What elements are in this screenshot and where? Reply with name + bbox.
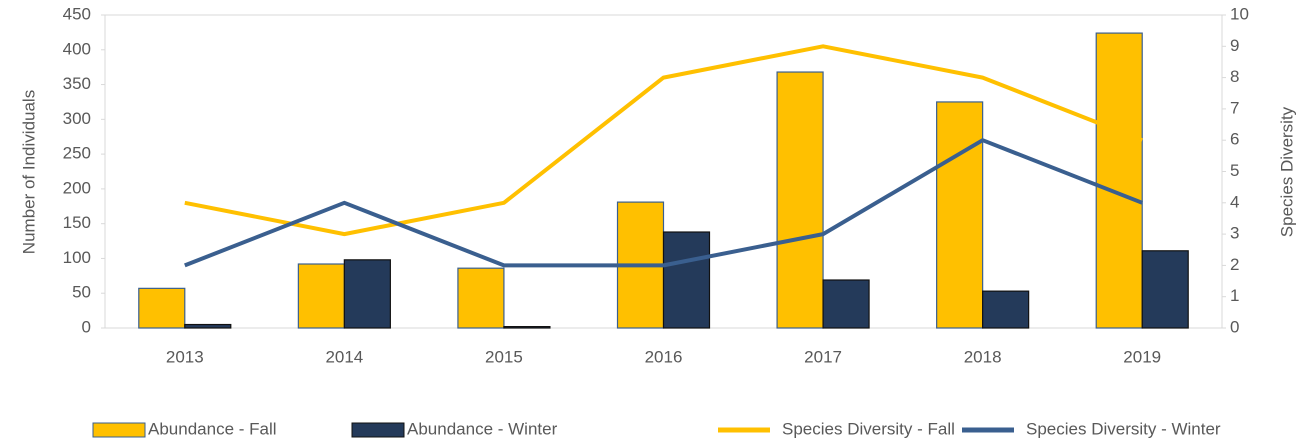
y-tick-label: 300 bbox=[63, 109, 91, 128]
line bbox=[184, 138, 1143, 268]
bar bbox=[1141, 250, 1189, 329]
bar bbox=[138, 287, 186, 329]
y2-tick-label: 3 bbox=[1230, 224, 1239, 243]
x-tick-label: 2014 bbox=[325, 347, 363, 366]
legend-label: Abundance - Winter bbox=[407, 419, 558, 438]
y2-tick-label: 9 bbox=[1230, 36, 1239, 55]
y-tick-label: 400 bbox=[63, 39, 91, 58]
x-tick-label: 2019 bbox=[1123, 347, 1161, 366]
legend-label: Species Diversity - Winter bbox=[1026, 419, 1221, 438]
bar bbox=[776, 71, 824, 329]
y-tick-label: 350 bbox=[63, 74, 91, 93]
y2-tick-label: 1 bbox=[1230, 286, 1239, 305]
bar bbox=[662, 231, 711, 329]
y-tick-label: 150 bbox=[63, 213, 91, 232]
legend-swatch bbox=[351, 422, 405, 438]
legend-label: Abundance - Fall bbox=[148, 419, 277, 438]
y2-tick-label: 5 bbox=[1230, 161, 1239, 180]
y-tick-label: 50 bbox=[72, 283, 91, 302]
bar bbox=[297, 263, 345, 329]
bar bbox=[457, 267, 505, 329]
legend-label: Species Diversity - Fall bbox=[782, 419, 955, 438]
y-tick-label: 250 bbox=[63, 144, 91, 163]
bar bbox=[503, 326, 551, 329]
bar bbox=[982, 290, 1030, 329]
y2-tick-label: 2 bbox=[1230, 255, 1239, 274]
x-tick-label: 2018 bbox=[964, 347, 1002, 366]
line bbox=[184, 44, 1143, 237]
y2-tick-label: 0 bbox=[1230, 317, 1239, 336]
legend-swatch bbox=[92, 422, 146, 438]
bar bbox=[936, 101, 984, 329]
y-tick-label: 450 bbox=[63, 4, 91, 23]
x-tick-label: 2013 bbox=[166, 347, 204, 366]
y2-tick-label: 8 bbox=[1230, 67, 1239, 86]
y2-tick-label: 6 bbox=[1230, 130, 1239, 149]
y2-axis-label: Species Diversity bbox=[1277, 106, 1296, 237]
x-tick-label: 2017 bbox=[804, 347, 842, 366]
y-tick-label: 100 bbox=[63, 248, 91, 267]
bar bbox=[343, 259, 391, 329]
x-tick-label: 2016 bbox=[645, 347, 683, 366]
y2-tick-label: 10 bbox=[1230, 4, 1249, 23]
x-tick-label: 2015 bbox=[485, 347, 523, 366]
bar bbox=[822, 279, 870, 329]
y2-tick-label: 4 bbox=[1230, 192, 1239, 211]
y-tick-label: 0 bbox=[82, 317, 91, 336]
bar bbox=[184, 323, 232, 329]
bar bbox=[1095, 32, 1143, 329]
y2-tick-label: 7 bbox=[1230, 98, 1239, 117]
y-tick-label: 200 bbox=[63, 178, 91, 197]
y-axis-label: Number of Individuals bbox=[19, 90, 38, 254]
